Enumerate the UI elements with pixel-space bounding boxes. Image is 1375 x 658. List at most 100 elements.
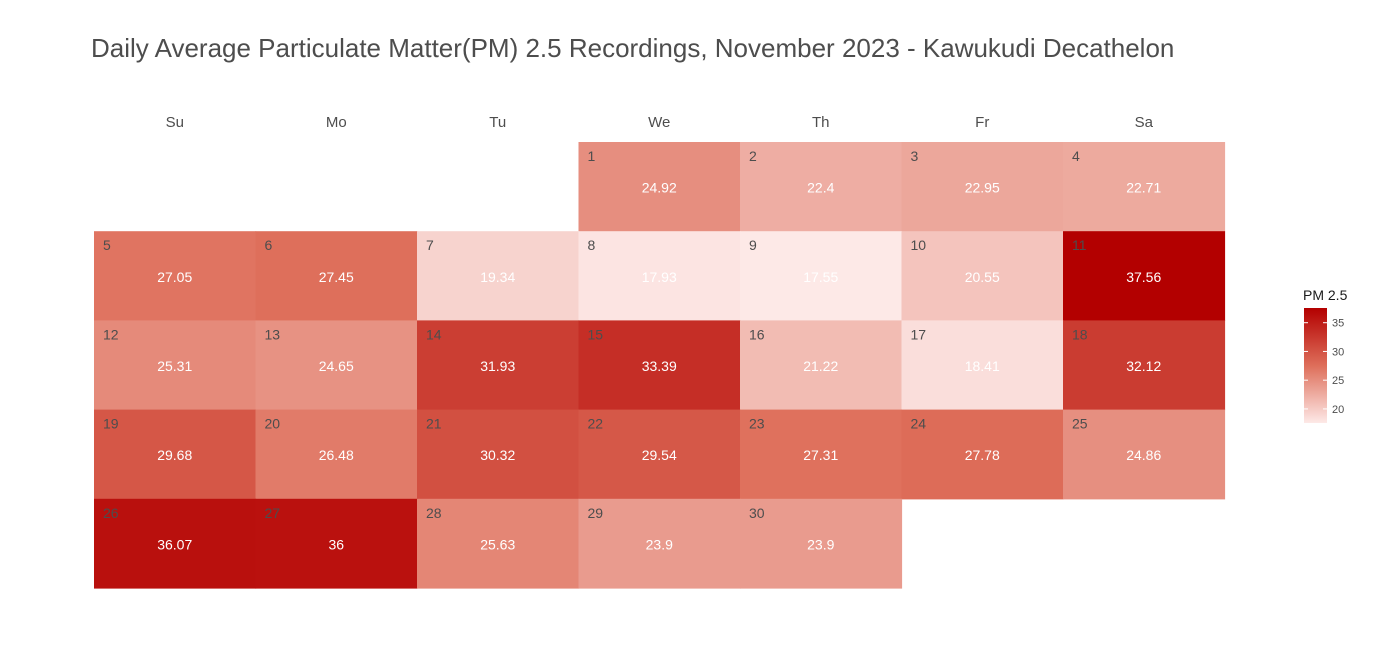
day-value-2: 22.4 [807,180,834,196]
day-number-19: 19 [103,416,119,432]
weekday-label-fr: Fr [975,114,989,131]
day-number-2: 2 [749,148,757,164]
day-cell-6 [255,231,418,321]
day-cell-4 [1063,142,1226,232]
day-cell-11 [1063,231,1226,321]
day-number-26: 26 [103,505,119,521]
day-number-28: 28 [426,505,442,521]
day-cell-21 [417,409,580,500]
day-value-20: 26.48 [319,447,354,463]
weekday-label-we: We [648,114,670,131]
day-cell-2 [740,142,903,232]
day-number-5: 5 [103,237,111,253]
day-cell-24 [901,409,1064,500]
day-cell-14 [417,320,580,411]
day-value-27: 36 [328,536,344,552]
day-number-14: 14 [426,326,442,342]
chart-title: Daily Average Particulate Matter(PM) 2.5… [91,33,1175,63]
day-cell-8 [578,231,741,321]
day-value-16: 21.22 [803,358,838,374]
legend-colorbar [1304,308,1327,423]
day-cell-20 [255,409,418,500]
legend-tick-label-30: 30 [1332,346,1344,358]
weekday-label-su: Su [166,114,184,131]
day-number-1: 1 [588,148,596,164]
day-value-19: 29.68 [157,447,192,463]
day-value-9: 17.55 [803,269,838,285]
day-value-13: 24.65 [319,358,354,374]
day-number-21: 21 [426,416,442,432]
day-number-20: 20 [265,416,281,432]
day-value-14: 31.93 [480,358,515,374]
day-cell-28 [417,498,580,589]
day-value-21: 30.32 [480,447,515,463]
day-value-10: 20.55 [965,269,1000,285]
day-cell-1 [578,142,741,232]
day-value-23: 27.31 [803,447,838,463]
day-value-1: 24.92 [642,180,677,196]
day-cell-29 [578,498,741,589]
weekday-label-tu: Tu [489,114,506,131]
day-number-22: 22 [588,416,604,432]
day-number-12: 12 [103,326,119,342]
day-number-4: 4 [1072,148,1080,164]
day-number-8: 8 [588,237,596,253]
weekday-label-mo: Mo [326,114,347,131]
day-cell-16 [740,320,903,411]
day-cell-7 [417,231,580,321]
day-cell-5 [94,231,257,321]
day-cell-12 [94,320,257,411]
day-number-10: 10 [911,237,927,253]
day-cell-30 [740,498,903,589]
legend-tick-label-25: 25 [1332,375,1344,387]
day-number-24: 24 [911,416,927,432]
legend-tick-label-20: 20 [1332,404,1344,416]
day-cell-17 [901,320,1064,411]
day-cell-10 [901,231,1064,321]
day-number-18: 18 [1072,326,1088,342]
day-number-9: 9 [749,237,757,253]
day-cell-27 [255,498,418,589]
day-value-24: 27.78 [965,447,1000,463]
day-number-16: 16 [749,326,765,342]
day-number-15: 15 [588,326,604,342]
day-cell-9 [740,231,903,321]
weekday-label-sa: Sa [1135,114,1154,131]
day-value-29: 23.9 [646,536,673,552]
day-cell-13 [255,320,418,411]
day-cell-22 [578,409,741,500]
day-value-3: 22.95 [965,180,1000,196]
day-value-12: 25.31 [157,358,192,374]
day-value-11: 37.56 [1126,269,1161,285]
day-value-18: 32.12 [1126,358,1161,374]
day-value-25: 24.86 [1126,447,1161,463]
day-cell-18 [1063,320,1226,411]
day-value-26: 36.07 [157,536,192,552]
weekday-label-th: Th [812,114,830,131]
day-cell-15 [578,320,741,411]
day-number-27: 27 [265,505,281,521]
day-number-29: 29 [588,505,604,521]
day-number-6: 6 [265,237,273,253]
day-number-23: 23 [749,416,765,432]
day-value-22: 29.54 [642,447,677,463]
day-value-5: 27.05 [157,269,192,285]
day-number-13: 13 [265,326,281,342]
day-number-17: 17 [911,326,927,342]
day-number-11: 11 [1072,237,1087,253]
day-cell-19 [94,409,257,500]
day-value-4: 22.71 [1126,180,1161,196]
day-number-7: 7 [426,237,434,253]
day-number-25: 25 [1072,416,1088,432]
day-value-17: 18.41 [965,358,1000,374]
legend-tick-label-35: 35 [1332,318,1344,330]
day-number-3: 3 [911,148,919,164]
day-cell-26 [94,498,257,589]
legend-title: PM 2.5 [1303,287,1348,303]
day-cell-23 [740,409,903,500]
day-value-7: 19.34 [480,269,515,285]
day-cell-3 [901,142,1064,232]
day-cell-25 [1063,409,1226,500]
day-value-28: 25.63 [480,536,515,552]
